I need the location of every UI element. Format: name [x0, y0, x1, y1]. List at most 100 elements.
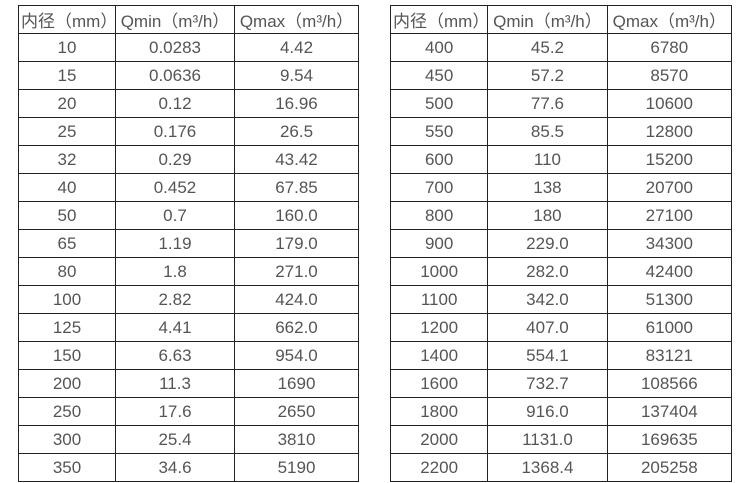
table-cell: 179.0 — [234, 229, 359, 258]
table-cell: 51300 — [606, 285, 733, 314]
table-cell: 42400 — [606, 257, 733, 286]
table-row: 1400 554.1 83121 — [389, 341, 733, 370]
table-row: 800 180 27100 — [389, 201, 733, 230]
table-row: 900 229.0 34300 — [389, 229, 733, 258]
table-cell: 407.0 — [487, 313, 608, 342]
table-cell: 1368.4 — [487, 453, 608, 482]
column-header: Qmin（m³/h） — [115, 5, 235, 34]
table-cell: 25.4 — [115, 425, 235, 454]
table-cell: 15200 — [606, 145, 733, 174]
table-cell: 12800 — [606, 117, 733, 146]
table-cell: 3810 — [234, 425, 359, 454]
table-cell: 57.2 — [487, 61, 608, 90]
table-row: 700 138 20700 — [389, 173, 733, 202]
table-cell: 700 — [389, 173, 489, 202]
table-row: 2000 1131.0 169635 — [389, 425, 733, 454]
table-cell: 450 — [389, 61, 489, 90]
table-cell: 50 — [18, 201, 116, 230]
table-cell: 9.54 — [234, 61, 359, 90]
table-cell: 662.0 — [234, 313, 359, 342]
table-row: 100 2.82 424.0 — [18, 285, 359, 314]
table-row: 1600 732.7 108566 — [389, 369, 733, 398]
table-cell: 150 — [18, 341, 116, 370]
table-cell: 1600 — [389, 369, 489, 398]
table-cell: 916.0 — [487, 397, 608, 426]
table-cell: 550 — [389, 117, 489, 146]
table-cell: 350 — [18, 453, 116, 482]
table-row: 80 1.8 271.0 — [18, 257, 359, 286]
table-cell: 43.42 — [234, 145, 359, 174]
table-cell: 6780 — [606, 33, 733, 62]
table-cell: 1800 — [389, 397, 489, 426]
table-cell: 900 — [389, 229, 489, 258]
table-cell: 2000 — [389, 425, 489, 454]
table-cell: 1000 — [389, 257, 489, 286]
table-cell: 424.0 — [234, 285, 359, 314]
table-cell: 1.19 — [115, 229, 235, 258]
table-cell: 282.0 — [487, 257, 608, 286]
table-cell: 8570 — [606, 61, 733, 90]
table-cell: 1690 — [234, 369, 359, 398]
table-cell: 1131.0 — [487, 425, 608, 454]
table-header-row: 内径（mm） Qmin（m³/h） Qmax（m³/h） — [18, 5, 359, 34]
table-cell: 25 — [18, 117, 116, 146]
table-cell: 125 — [18, 313, 116, 342]
table-cell: 205258 — [606, 453, 733, 482]
table-cell: 5190 — [234, 453, 359, 482]
table-row: 32 0.29 43.42 — [18, 145, 359, 174]
table-cell: 180 — [487, 201, 608, 230]
table-cell: 32 — [18, 145, 116, 174]
table-cell: 61000 — [606, 313, 733, 342]
table-cell: 2.82 — [115, 285, 235, 314]
table-cell: 85.5 — [487, 117, 608, 146]
table-cell: 20 — [18, 89, 116, 118]
table-row: 1200 407.0 61000 — [389, 313, 733, 342]
table-cell: 138 — [487, 173, 608, 202]
flow-spec-table-right: 内径（mm） Qmin（m³/h） Qmax（m³/h） 400 45.2 6780 45… — [389, 5, 733, 482]
table-row: 350 34.6 5190 — [18, 453, 359, 482]
table-row: 1000 282.0 42400 — [389, 257, 733, 286]
table-cell: 342.0 — [487, 285, 608, 314]
table-row: 150 6.63 954.0 — [18, 341, 359, 370]
table-cell: 26.5 — [234, 117, 359, 146]
table-cell: 1.8 — [115, 257, 235, 286]
table-cell: 800 — [389, 201, 489, 230]
table-cell: 77.6 — [487, 89, 608, 118]
column-header: 内径（mm） — [389, 5, 489, 34]
table-cell: 40 — [18, 173, 116, 202]
table-cell: 0.452 — [115, 173, 235, 202]
table-row: 20 0.12 16.96 — [18, 89, 359, 118]
table-cell: 300 — [18, 425, 116, 454]
table-cell: 16.96 — [234, 89, 359, 118]
table-cell: 17.6 — [115, 397, 235, 426]
table-cell: 0.12 — [115, 89, 235, 118]
table-cell: 34.6 — [115, 453, 235, 482]
table-cell: 137404 — [606, 397, 733, 426]
table-row: 40 0.452 67.85 — [18, 173, 359, 202]
table-cell: 10 — [18, 33, 116, 62]
table-cell: 0.29 — [115, 145, 235, 174]
table-cell: 732.7 — [487, 369, 608, 398]
table-row: 1100 342.0 51300 — [389, 285, 733, 314]
table-row: 50 0.7 160.0 — [18, 201, 359, 230]
table-cell: 2650 — [234, 397, 359, 426]
table-cell: 229.0 — [487, 229, 608, 258]
table-cell: 169635 — [606, 425, 733, 454]
table-cell: 34300 — [606, 229, 733, 258]
column-header: Qmax（m³/h） — [606, 5, 733, 34]
table-row: 300 25.4 3810 — [18, 425, 359, 454]
table-cell: 10600 — [606, 89, 733, 118]
table-cell: 20700 — [606, 173, 733, 202]
table-cell: 0.7 — [115, 201, 235, 230]
flow-spec-table-left: 内径（mm） Qmin（m³/h） Qmax（m³/h） 10 0.0283 4.42 1… — [18, 5, 359, 482]
table-row: 125 4.41 662.0 — [18, 313, 359, 342]
table-row: 65 1.19 179.0 — [18, 229, 359, 258]
table-cell: 100 — [18, 285, 116, 314]
table-cell: 83121 — [606, 341, 733, 370]
table-cell: 110 — [487, 145, 608, 174]
table-cell: 108566 — [606, 369, 733, 398]
column-header: 内径（mm） — [18, 5, 116, 34]
table-row: 600 110 15200 — [389, 145, 733, 174]
table-cell: 600 — [389, 145, 489, 174]
